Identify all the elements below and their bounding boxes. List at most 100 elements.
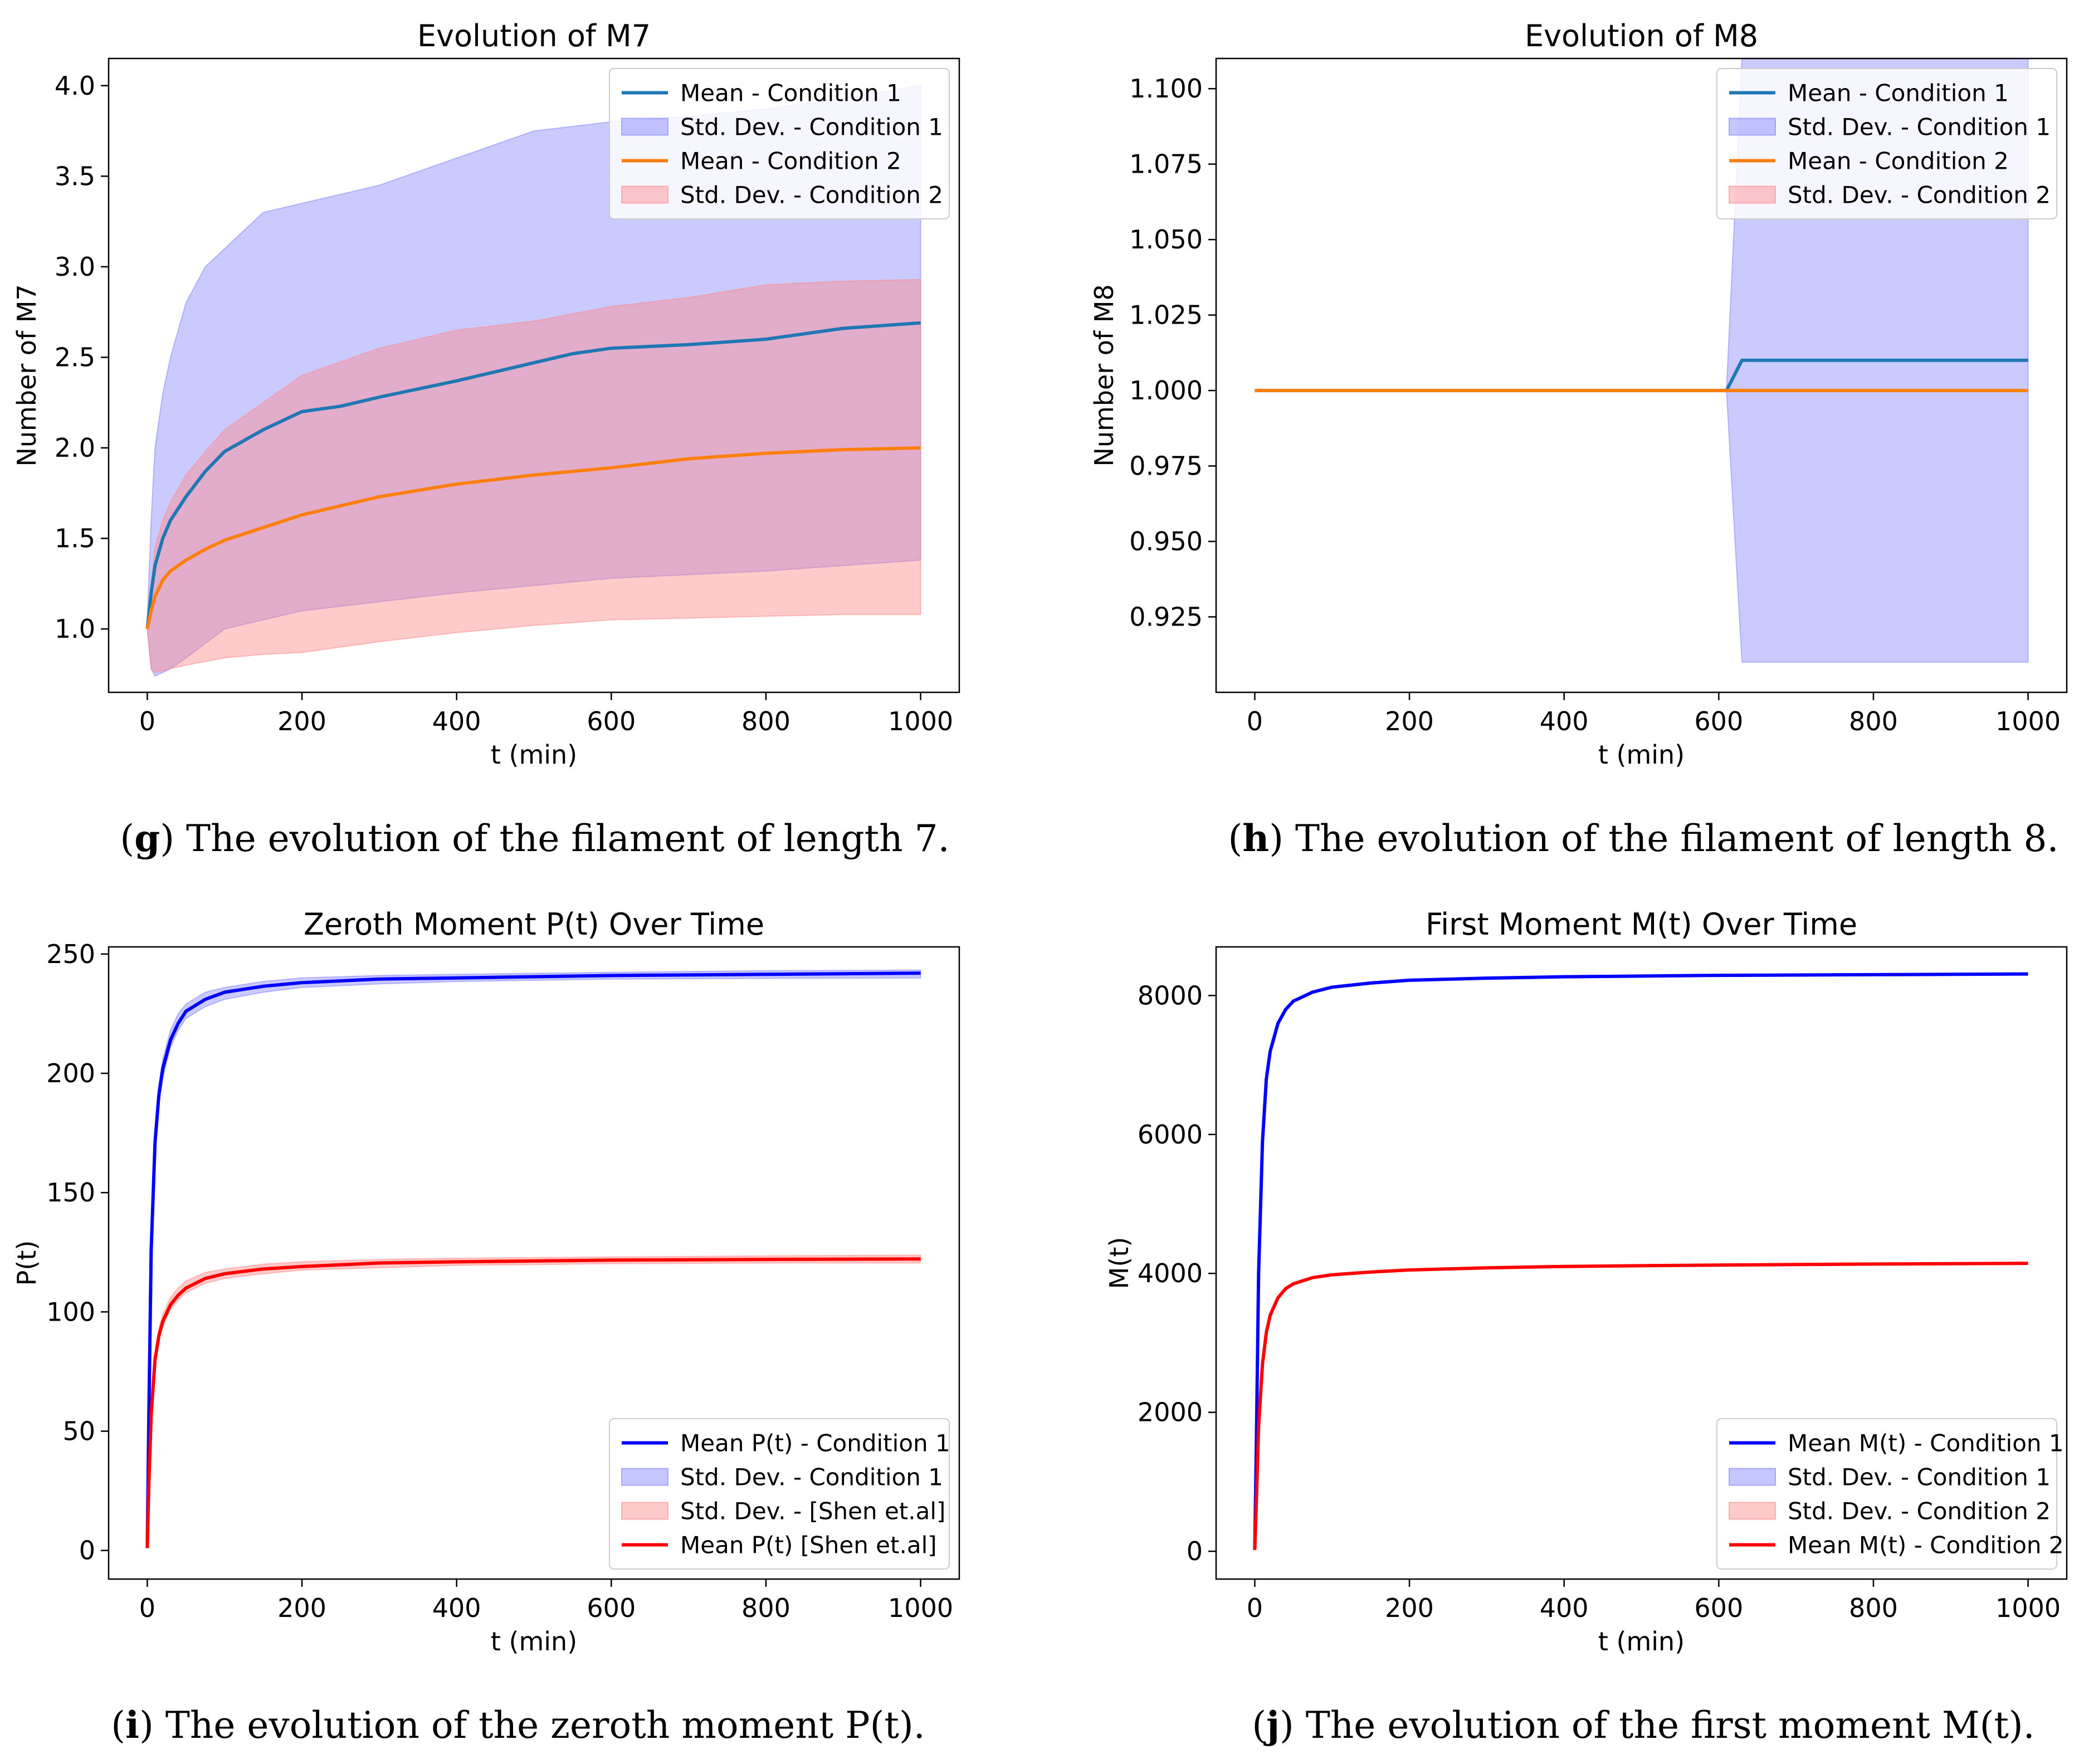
legend-label: Std. Dev. - Condition 2	[680, 182, 943, 209]
mean-line-1	[1253, 972, 2028, 1550]
chart-panel-h: 0 200 400 600 800 1000 0.925 0.950 0.975 1.000 1.0…	[1089, 18, 2068, 770]
y-tick-label: 1.0	[55, 614, 95, 644]
legend-label: Std. Dev. - Condition 1	[1788, 1464, 2051, 1491]
legend-label: Std. Dev. - Condition 1	[680, 1464, 943, 1491]
x-tick-label: 1000	[888, 706, 953, 736]
x-tick-label: 400	[432, 706, 481, 736]
legend-label: Std. Dev. - Condition 1	[680, 114, 943, 141]
y-axis-label: P(t)	[12, 1240, 42, 1286]
caption-j: (j) The evolution of the first moment M(…	[1252, 1703, 2034, 1747]
chart-title: Evolution of M7	[417, 18, 651, 53]
y-tick-label: 6000	[1138, 1120, 1203, 1150]
y-tick-label: 4000	[1138, 1258, 1203, 1288]
legend-swatch-band	[1729, 1502, 1776, 1520]
x-tick-label: 600	[587, 706, 636, 736]
y-tick-label: 1.5	[55, 524, 95, 554]
y-axis-label: Number of M7	[12, 284, 42, 466]
legend-swatch-band	[621, 185, 668, 204]
y-tick-label: 200	[46, 1058, 95, 1088]
axes-frame	[108, 946, 960, 1580]
x-tick-label: 400	[1540, 1593, 1589, 1623]
legend-label: Mean - Condition 2	[680, 148, 901, 175]
x-axis-label: t (min)	[1598, 1626, 1685, 1657]
legend-label: Mean M(t) - Condition 1	[1788, 1430, 2064, 1457]
chart-panel-g: 0 200 400 600 800 1000 1.0 1.5 2.0 2.5 3.0 3.5 4.0 Ev…	[12, 18, 960, 770]
x-tick-label: 600	[1694, 706, 1743, 736]
legend-label: Mean - Condition 2	[1788, 148, 2009, 175]
legend-label: Mean P(t) [Shen et.al]	[680, 1532, 937, 1559]
x-tick-label: 400	[1540, 706, 1589, 736]
x-tick-label: 1000	[1995, 1593, 2061, 1623]
legend-label: Mean P(t) - Condition 1	[680, 1430, 950, 1457]
legend: Mean P(t) - Condition 1 Std. Dev. - Condi…	[609, 1418, 950, 1570]
legend-label: Std. Dev. - Condition 2	[1788, 182, 2051, 209]
y-tick-label: 0	[1187, 1536, 1203, 1566]
y-tick-label: 0	[79, 1536, 95, 1566]
legend-label: Std. Dev. - [Shen et.al]	[680, 1498, 945, 1525]
x-tick-label: 200	[277, 706, 326, 736]
legend-label: Std. Dev. - Condition 2	[1788, 1498, 2051, 1525]
plot-area	[1253, 972, 2028, 1550]
plot-area	[145, 85, 921, 677]
y-tick-label: 100	[46, 1297, 95, 1327]
x-tick-label: 800	[741, 706, 790, 736]
x-axis-label: t (min)	[1598, 740, 1685, 770]
x-tick-label: 800	[741, 1593, 790, 1623]
y-tick-label: 0.925	[1129, 602, 1203, 632]
legend-label: Mean - Condition 1	[680, 80, 901, 107]
x-tick-label: 0	[1247, 706, 1263, 736]
legend-box	[609, 68, 950, 219]
caption-g: (g) The evolution of the filament of len…	[120, 817, 949, 860]
mean-line-1	[145, 321, 921, 629]
legend: Mean M(t) - Condition 1 Std. Dev. - Condi…	[1716, 1418, 2064, 1570]
y-tick-label: 1.000	[1129, 375, 1203, 405]
y-tick-label: 150	[46, 1177, 95, 1208]
x-tick-label: 200	[1385, 706, 1434, 736]
plot-area	[145, 969, 921, 1548]
y-tick-label: 1.050	[1129, 224, 1203, 255]
y-tick-label: 1.100	[1129, 74, 1203, 104]
caption-h: (h) The evolution of the filament of len…	[1228, 817, 2059, 860]
y-axis-label: Number of M8	[1089, 284, 1119, 466]
axes-frame	[1215, 57, 2068, 693]
legend-swatch-band	[1729, 118, 1776, 136]
y-tick-label: 2.0	[55, 433, 95, 463]
chart-panel-i: 0 200 400 600 800 1000 0 50 100 150 200 250 Zeroth M…	[12, 907, 960, 1657]
y-tick-label: 2000	[1138, 1397, 1203, 1428]
y-tick-label: 0.950	[1129, 526, 1203, 556]
caption-i: (i) The evolution of the zeroth moment P…	[111, 1703, 925, 1747]
legend: Mean - Condition 1 Std. Dev. - Condition …	[609, 68, 950, 219]
y-tick-label: 3.5	[55, 161, 95, 191]
x-tick-label: 1000	[888, 1593, 953, 1623]
axes-frame	[108, 57, 960, 693]
mean-line-1	[145, 971, 921, 1548]
x-tick-label: 0	[139, 1593, 155, 1623]
x-tick-label: 200	[1385, 1593, 1434, 1623]
legend-label: Std. Dev. - Condition 1	[1788, 114, 2051, 141]
chart-title: First Moment M(t) Over Time	[1426, 907, 1857, 942]
x-tick-label: 800	[1849, 706, 1898, 736]
mean-line-2	[145, 446, 921, 629]
x-tick-label: 600	[1694, 1593, 1743, 1623]
mean-line-2	[1253, 1262, 2028, 1550]
x-tick-label: 600	[587, 1593, 636, 1623]
y-tick-label: 3.0	[55, 252, 95, 282]
legend-box	[609, 1418, 950, 1570]
chart-title: Evolution of M8	[1525, 18, 1758, 53]
legend-box	[1716, 68, 2057, 219]
y-tick-label: 0.975	[1129, 451, 1203, 481]
x-axis-label: t (min)	[491, 740, 577, 770]
legend-swatch-band	[1729, 185, 1776, 204]
y-tick-label: 8000	[1138, 980, 1203, 1010]
axes-frame	[1215, 946, 2068, 1580]
y-tick-label: 50	[62, 1416, 95, 1446]
y-tick-label: 1.075	[1129, 149, 1203, 179]
y-tick-label: 1.025	[1129, 300, 1203, 330]
mean-line-2	[145, 1257, 921, 1548]
legend: Mean - Condition 1 Std. Dev. - Condition …	[1716, 68, 2057, 219]
legend-swatch-band	[621, 1502, 668, 1520]
legend-label: Mean M(t) - Condition 2	[1788, 1532, 2064, 1559]
legend-swatch-band	[1729, 1468, 1776, 1486]
x-tick-label: 1000	[1995, 706, 2061, 736]
